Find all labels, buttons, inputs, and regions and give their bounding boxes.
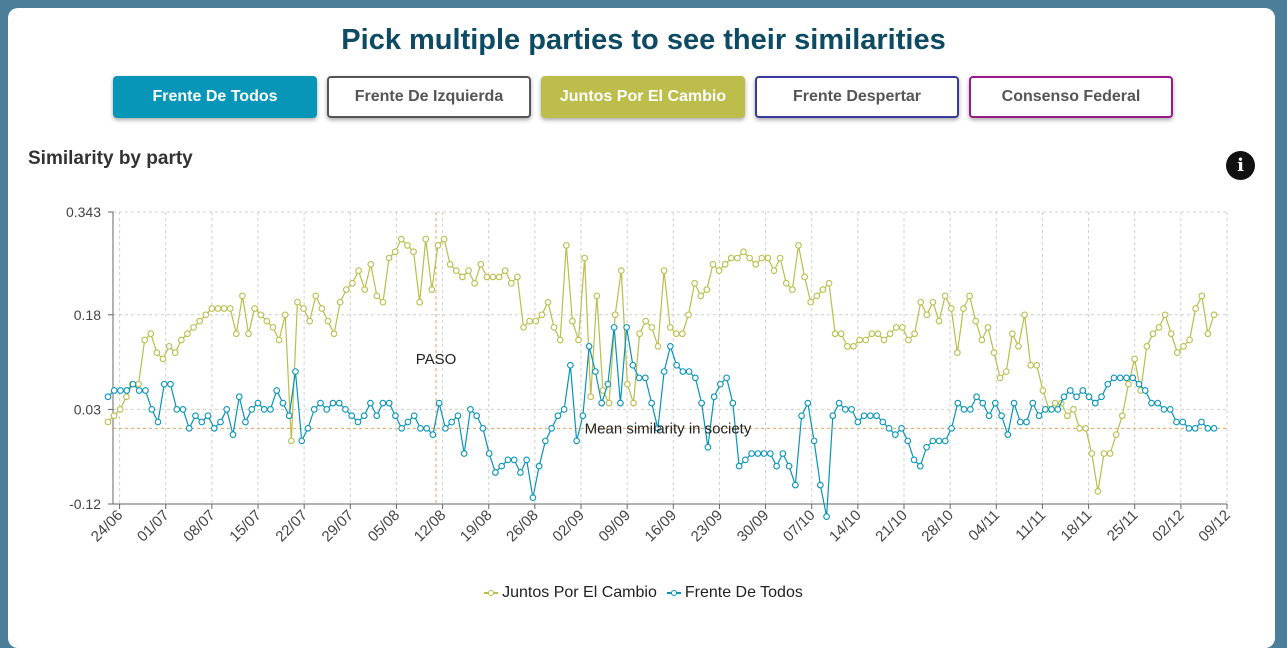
party-button-frente-de-todos[interactable]: Frente De Todos bbox=[113, 76, 317, 118]
legend-label: Frente De Todos bbox=[684, 584, 803, 601]
legend-item-frente-de-todos[interactable]: Frente De Todos bbox=[666, 584, 803, 602]
party-button-frente-despertar[interactable]: Frente Despertar bbox=[755, 76, 959, 118]
legend-swatch-icon bbox=[484, 588, 499, 598]
legend-swatch-icon bbox=[666, 588, 681, 598]
legend-label: Juntos Por El Cambio bbox=[502, 584, 657, 601]
party-selector: Frente De Todos Frente De Izquierda Junt… bbox=[113, 76, 1173, 118]
party-button-consenso-federal[interactable]: Consenso Federal bbox=[969, 76, 1173, 118]
section-title: Similarity by party bbox=[28, 148, 193, 169]
party-button-juntos-por-el-cambio[interactable]: Juntos Por El Cambio bbox=[541, 76, 745, 118]
info-icon[interactable]: i bbox=[1226, 151, 1255, 180]
page-title: Pick multiple parties to see their simil… bbox=[341, 24, 946, 56]
legend-item-juntos-por-el-cambio[interactable]: Juntos Por El Cambio bbox=[484, 584, 657, 602]
party-button-frente-de-izquierda[interactable]: Frente De Izquierda bbox=[327, 76, 531, 118]
chart-legend: Juntos Por El Cambio Frente De Todos bbox=[0, 584, 1287, 602]
